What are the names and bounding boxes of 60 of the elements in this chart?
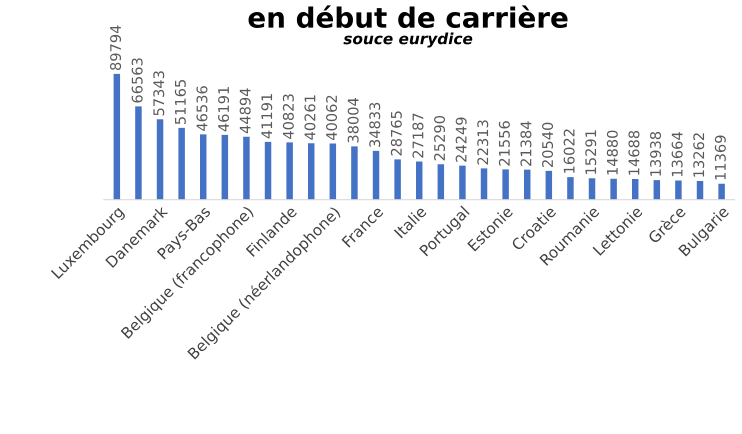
bar	[222, 134, 228, 200]
data-label: 13262	[693, 133, 704, 177]
bar	[610, 178, 617, 200]
bar	[718, 184, 725, 200]
data-label: 38004	[348, 98, 359, 142]
bar	[632, 179, 638, 200]
data-label: 89794	[110, 25, 122, 70]
data-label: 46536	[196, 86, 208, 131]
data-label: 13938	[650, 132, 662, 176]
data-label: 14688	[628, 130, 640, 175]
bar	[200, 134, 206, 200]
data-label: 20540	[542, 122, 554, 168]
data-label: 27187	[412, 114, 424, 158]
data-label: 25290	[434, 116, 446, 160]
bar	[114, 74, 120, 200]
bar	[243, 136, 250, 200]
bar	[135, 106, 142, 200]
data-label: 28765	[390, 111, 402, 156]
chart-title: en début de carrière	[248, 5, 568, 28]
data-label: 22313	[477, 120, 488, 165]
bar	[480, 168, 488, 200]
data-label: 41191	[261, 94, 272, 138]
bar	[308, 143, 314, 200]
data-label: 21556	[498, 121, 510, 166]
data-label: 16022	[564, 129, 575, 173]
bar	[351, 146, 358, 200]
bar	[438, 164, 444, 200]
data-label: 44894	[240, 88, 251, 134]
bar	[524, 170, 530, 200]
bar	[394, 159, 401, 200]
bar	[372, 150, 380, 200]
data-label: 66563	[132, 58, 143, 103]
data-label: 13664	[672, 132, 683, 176]
data-label: 24249	[456, 118, 467, 162]
data-label: 40823	[282, 94, 294, 139]
data-label: 51165	[174, 80, 186, 124]
bar	[567, 177, 574, 200]
data-label: 46191	[218, 87, 230, 132]
bar	[502, 169, 509, 200]
bar	[696, 181, 704, 200]
bar	[675, 180, 682, 200]
data-label: 21384	[520, 121, 532, 166]
data-label: 57343	[153, 71, 164, 116]
data-label: 15291	[585, 130, 596, 174]
bar	[286, 142, 293, 200]
data-label: 34833	[369, 102, 380, 147]
bar	[546, 170, 552, 200]
data-label: 40062	[326, 96, 338, 140]
bar	[588, 178, 596, 200]
bar	[264, 142, 272, 200]
bar	[459, 166, 466, 200]
data-label: 11369	[714, 136, 726, 180]
bar	[178, 128, 185, 200]
chart-subtitle: souce eurydice	[343, 32, 472, 48]
bar	[156, 119, 164, 200]
bar	[330, 143, 336, 200]
bar	[654, 180, 660, 200]
data-label: 40261	[304, 95, 316, 140]
data-label: 14880	[606, 130, 618, 174]
bar	[416, 162, 422, 200]
